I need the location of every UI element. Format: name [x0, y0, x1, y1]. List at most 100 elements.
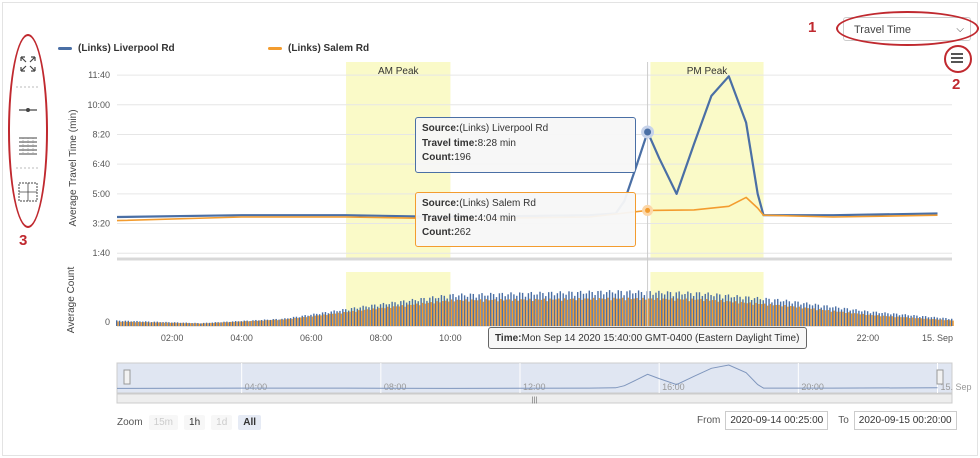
callout-ellipse-1 [836, 11, 979, 46]
count-bar [462, 300, 464, 326]
count-bar [275, 318, 277, 326]
count-bar [861, 311, 863, 326]
count-bar [329, 313, 331, 326]
count-bar [191, 323, 193, 326]
count-bar [797, 301, 799, 326]
zoom-1d-button[interactable]: 1d [211, 415, 233, 430]
count-bar [939, 318, 941, 326]
count-bar [510, 292, 512, 326]
count-bar [690, 293, 692, 326]
count-bar [494, 299, 496, 326]
count-bar [311, 316, 314, 326]
count-bar [704, 293, 706, 326]
count-bar [384, 308, 386, 326]
count-bar [505, 299, 508, 326]
count-bar [166, 322, 169, 326]
count-bar [685, 298, 688, 326]
count-bar [666, 291, 669, 326]
count-bar [742, 299, 744, 326]
count-bar [142, 321, 144, 326]
count-bar [888, 316, 891, 326]
count-bar [443, 295, 446, 326]
tooltip-tt-label: Travel time: [422, 137, 478, 149]
count-bar [691, 298, 693, 326]
count-bar [482, 301, 485, 326]
count-bar [213, 323, 215, 326]
count-bar [184, 323, 186, 326]
count-bar [734, 301, 737, 326]
count-bar [268, 320, 270, 326]
count-bar [198, 323, 200, 326]
count-bar [611, 292, 614, 326]
count-bar [829, 307, 831, 326]
count-bar [929, 319, 931, 326]
zoom-all-button[interactable]: All [238, 415, 262, 430]
count-bar [663, 294, 666, 326]
count-bar [682, 299, 685, 326]
count-bar [249, 321, 251, 326]
count-bar [874, 315, 876, 326]
legend-item-salem[interactable]: (Links) Salem Rd [268, 43, 369, 54]
count-bar [562, 293, 564, 326]
count-bar [366, 309, 369, 326]
zoom-15m-button[interactable]: 15m [148, 415, 179, 430]
count-bar [263, 319, 266, 326]
count-bar [287, 318, 289, 326]
count-bar [927, 317, 930, 326]
count-bar [681, 294, 683, 326]
count-bar [636, 298, 638, 326]
count-bar [608, 290, 611, 326]
count-bar [811, 305, 814, 326]
legend-item-liverpool[interactable]: (Links) Liverpool Rd [58, 43, 175, 54]
count-bar [246, 320, 248, 326]
count-bar [833, 310, 835, 326]
count-bar [521, 292, 524, 326]
count-bar [200, 323, 202, 326]
count-bar [143, 322, 145, 326]
count-bar [265, 320, 267, 326]
plot-band-label: AM Peak [378, 66, 420, 77]
count-bar [481, 293, 483, 326]
count-bar [433, 303, 435, 326]
count-bar [574, 295, 576, 326]
count-bar [652, 294, 654, 326]
count-bar [584, 298, 586, 326]
count-bar [289, 318, 292, 326]
tooltip-tt: 8:28 min [477, 137, 516, 149]
count-bar [791, 303, 793, 326]
count-bar [798, 306, 801, 326]
count-bar [466, 296, 469, 326]
count-bar [736, 295, 738, 326]
count-bar [410, 304, 412, 326]
count-bar [842, 311, 844, 326]
count-bar [771, 302, 773, 326]
count-bar [217, 322, 219, 326]
count-bar [421, 302, 424, 326]
navigator-label: 16:00 [662, 382, 685, 392]
count-bar [301, 315, 303, 326]
count-bar [893, 313, 895, 326]
count-bar [877, 315, 879, 326]
count-bar [547, 292, 550, 326]
count-bar [688, 301, 690, 326]
count-bar [230, 321, 232, 326]
tooltip-salem: Source:(Links) Salem Rd Travel time:4:04… [415, 192, 636, 247]
zoom-1h-button[interactable]: 1h [184, 415, 206, 430]
from-date-input[interactable]: 2020-09-14 00:25:00 [725, 411, 829, 430]
count-bar [408, 300, 411, 326]
count-bar [898, 315, 901, 326]
count-bar [372, 308, 374, 326]
count-bar [331, 313, 334, 326]
count-bar [147, 321, 150, 326]
count-bar [720, 300, 722, 326]
count-bar [932, 319, 934, 326]
to-date-input[interactable]: 2020-09-15 00:20:00 [853, 411, 957, 430]
count-bar [285, 319, 287, 326]
count-bar [721, 298, 724, 326]
count-bar [487, 295, 489, 326]
count-bar [420, 298, 422, 326]
count-bar [194, 322, 196, 326]
count-bar [550, 291, 553, 326]
count-bar [401, 305, 403, 326]
count-bar [858, 310, 860, 326]
